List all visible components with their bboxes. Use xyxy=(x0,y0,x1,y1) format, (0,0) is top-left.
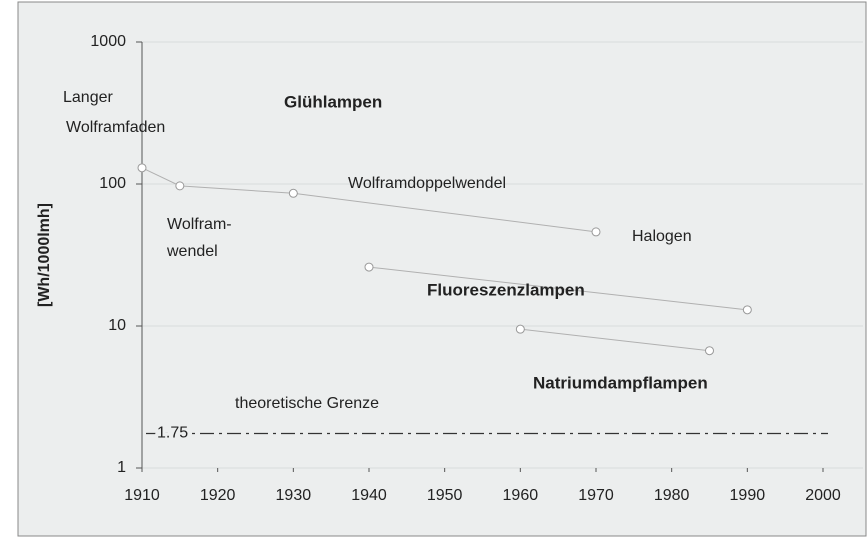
series-line xyxy=(368,266,748,311)
x-tick-label: 1980 xyxy=(654,487,690,504)
series-line xyxy=(141,167,597,233)
data-point xyxy=(591,227,601,237)
series-label: Natriumdampflampen xyxy=(533,373,708,392)
annotation: Wolfram- xyxy=(167,216,232,233)
x-tick-label: 2000 xyxy=(805,487,841,504)
data-point xyxy=(705,346,714,356)
y-tick-label: 1 xyxy=(117,459,126,476)
x-tick-label: 1950 xyxy=(427,487,463,504)
annotation: wendel xyxy=(166,243,218,260)
annotation: Halogen xyxy=(632,228,692,245)
annotation: theoretische Grenze xyxy=(235,395,379,412)
x-tick-label: 1920 xyxy=(200,487,236,504)
data-point xyxy=(137,163,147,173)
y-tick-label: 10 xyxy=(108,317,126,334)
x-tick-label: 1970 xyxy=(578,487,614,504)
y-tick-label: 100 xyxy=(99,175,126,192)
data-point xyxy=(175,181,185,191)
x-tick-label: 1910 xyxy=(124,487,160,504)
series-line xyxy=(520,328,710,352)
x-tick-label: 1990 xyxy=(730,487,766,504)
x-tick-label: 1960 xyxy=(503,487,539,504)
chart-frame xyxy=(17,1,867,537)
y-axis-label: [Wh/1000lmh] xyxy=(36,203,53,307)
data-point xyxy=(364,262,374,272)
annotation: Wolframfaden xyxy=(66,119,165,136)
reference-label: 1.75 xyxy=(157,425,188,442)
data-point xyxy=(515,324,525,334)
y-tick-label: 1000 xyxy=(90,33,126,50)
x-tick-label: 1930 xyxy=(276,487,312,504)
annotation: Langer xyxy=(63,89,113,106)
series-label: Fluoreszenzlampen xyxy=(427,280,585,299)
series-label: Glühlampen xyxy=(284,92,382,111)
data-point xyxy=(288,188,298,198)
annotation: Wolframdoppelwendel xyxy=(348,175,506,192)
data-point xyxy=(742,305,752,315)
x-tick-label: 1940 xyxy=(351,487,387,504)
